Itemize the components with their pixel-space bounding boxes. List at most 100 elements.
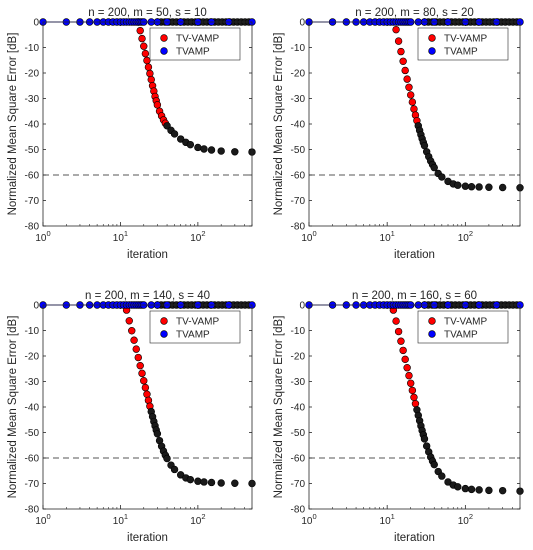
data-point bbox=[430, 163, 438, 172]
data-point bbox=[194, 143, 202, 152]
axes-frame bbox=[308, 21, 521, 227]
data-point bbox=[141, 49, 150, 58]
y-tick-label: -30 bbox=[25, 94, 40, 105]
y-tick-label: -10 bbox=[291, 43, 306, 54]
legend-marker bbox=[428, 317, 436, 325]
y-tick-label: -60 bbox=[291, 171, 306, 182]
data-point bbox=[438, 472, 446, 480]
data-point bbox=[461, 484, 470, 493]
x-axis-label: iteration bbox=[394, 532, 435, 544]
axes-frame bbox=[42, 304, 253, 510]
data-point bbox=[394, 37, 403, 45]
legend: TV-VAMP TVAMP bbox=[417, 310, 509, 344]
data-point bbox=[138, 34, 146, 43]
data-point bbox=[407, 379, 415, 387]
data-point bbox=[153, 101, 162, 109]
y-tick-label: -10 bbox=[291, 326, 306, 337]
data-point bbox=[163, 454, 171, 463]
y-tick-label: -50 bbox=[25, 428, 40, 439]
data-point bbox=[401, 355, 409, 364]
y-tick-label: -70 bbox=[25, 196, 40, 207]
data-point bbox=[130, 336, 138, 344]
y-tick-label: 0 bbox=[33, 18, 39, 29]
legend-label: TVAMP bbox=[176, 330, 210, 341]
legend-label: TV-VAMP bbox=[444, 317, 487, 328]
data-point bbox=[405, 83, 413, 91]
y-tick-label: -50 bbox=[291, 145, 306, 156]
axes-frame bbox=[308, 304, 521, 510]
legend: TV-VAMP TVAMP bbox=[417, 27, 509, 61]
y-tick-label: -40 bbox=[291, 120, 306, 131]
data-point bbox=[401, 66, 409, 75]
legend-marker bbox=[428, 34, 436, 42]
data-point bbox=[403, 364, 411, 372]
data-point bbox=[207, 146, 216, 154]
x-tick-label: 101 bbox=[380, 512, 395, 527]
data-point bbox=[392, 317, 400, 325]
data-point bbox=[136, 26, 144, 35]
y-tick-label: -30 bbox=[25, 377, 40, 388]
data-point bbox=[467, 485, 476, 494]
data-point bbox=[186, 140, 195, 149]
data-point bbox=[143, 390, 151, 398]
y-tick-label: -80 bbox=[291, 222, 306, 233]
data-point bbox=[134, 353, 142, 362]
legend-label: TVAMP bbox=[444, 47, 478, 58]
x-tick-label: 102 bbox=[458, 512, 473, 527]
y-tick-label: -70 bbox=[25, 479, 40, 490]
data-point bbox=[146, 69, 154, 78]
y-tick-label: -60 bbox=[25, 454, 40, 465]
data-point bbox=[200, 478, 208, 486]
data-point bbox=[207, 478, 216, 487]
legend-marker bbox=[160, 330, 168, 338]
data-point bbox=[475, 183, 483, 191]
legend-box bbox=[149, 27, 241, 61]
data-point bbox=[411, 399, 420, 408]
data-point bbox=[485, 183, 493, 191]
data-point bbox=[498, 486, 507, 495]
legend-marker bbox=[160, 317, 168, 325]
data-point bbox=[461, 182, 470, 190]
y-tick-label: 0 bbox=[299, 18, 305, 29]
data-point bbox=[138, 369, 146, 378]
data-point bbox=[147, 75, 155, 84]
data-point bbox=[403, 75, 411, 83]
legend-box bbox=[417, 310, 509, 344]
data-point bbox=[125, 317, 133, 325]
chart-title: n = 200, m = 80, s = 20 bbox=[355, 7, 474, 19]
data-point bbox=[397, 337, 405, 345]
y-tick-label: -20 bbox=[25, 69, 40, 80]
legend-box bbox=[417, 27, 509, 61]
y-tick-label: -70 bbox=[291, 196, 306, 207]
series-tv-vamp bbox=[122, 306, 256, 488]
x-tick-label: 100 bbox=[301, 512, 316, 527]
chart-title: n = 200, m = 50, s = 10 bbox=[88, 7, 207, 19]
data-point bbox=[397, 47, 405, 56]
data-point bbox=[140, 377, 148, 385]
y-axis-label: Normalized Mean Square Error [dB] bbox=[273, 33, 285, 216]
data-point bbox=[186, 475, 195, 484]
axes-frame bbox=[42, 21, 253, 227]
data-point bbox=[467, 183, 476, 191]
data-point bbox=[408, 98, 417, 106]
data-point bbox=[454, 181, 462, 189]
x-tick-label: 100 bbox=[301, 229, 316, 244]
data-point bbox=[141, 383, 150, 392]
data-point bbox=[407, 91, 415, 99]
x-tick-label: 102 bbox=[190, 229, 205, 244]
y-tick-label: -20 bbox=[25, 352, 40, 363]
data-point bbox=[392, 25, 400, 34]
x-tick-label: 100 bbox=[35, 229, 50, 244]
y-tick-label: -40 bbox=[25, 120, 40, 131]
y-tick-label: -50 bbox=[291, 428, 306, 439]
y-tick-label: -60 bbox=[291, 454, 306, 465]
y-tick-label: -10 bbox=[25, 326, 40, 337]
x-tick-label: 100 bbox=[35, 512, 50, 527]
chart-title: n = 200, m = 160, s = 60 bbox=[352, 290, 477, 302]
y-tick-label: -20 bbox=[291, 69, 306, 80]
data-point bbox=[420, 141, 429, 150]
